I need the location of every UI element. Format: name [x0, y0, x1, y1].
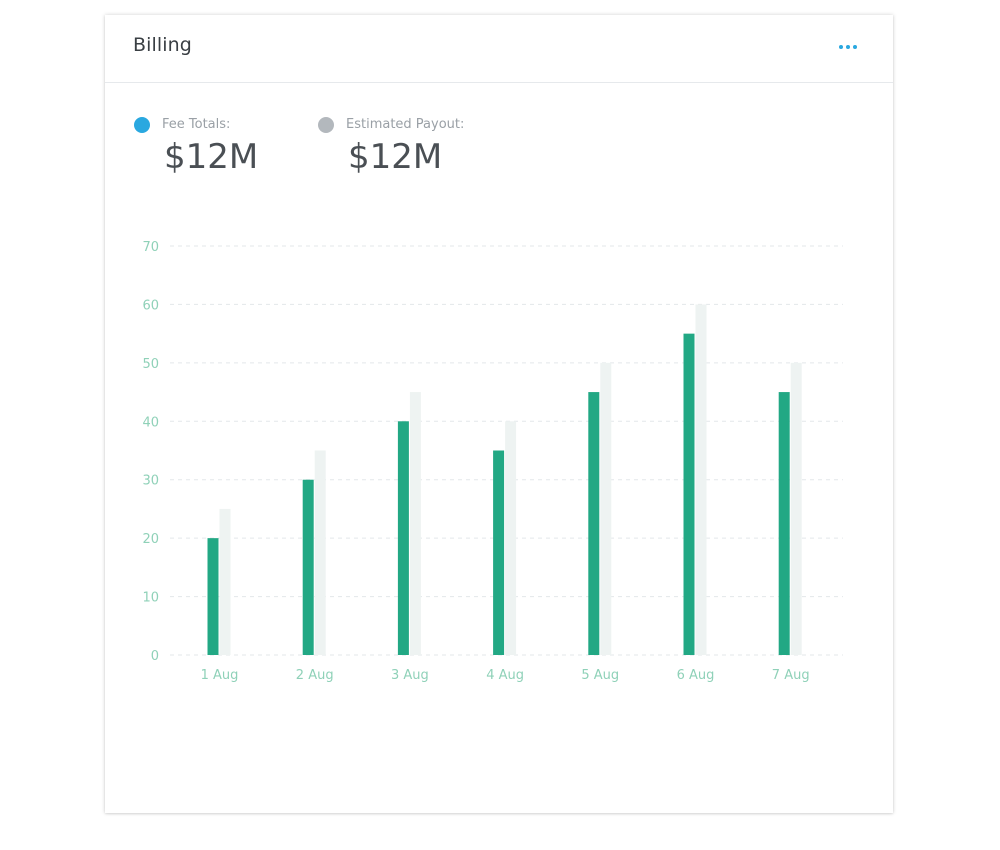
y-tick-label: 0	[151, 649, 159, 664]
payout-bar	[314, 450, 326, 655]
x-tick-label: 3 Aug	[391, 668, 429, 683]
x-tick-label: 1 Aug	[201, 668, 239, 683]
y-tick-label: 20	[142, 532, 159, 547]
payout-bar	[219, 508, 231, 655]
x-tick-label: 6 Aug	[677, 668, 715, 683]
more-dot	[846, 45, 850, 49]
y-tick-label: 50	[142, 357, 159, 372]
fee-totals-dot-icon	[134, 117, 150, 133]
fee-totals-value: $12M	[164, 137, 259, 177]
payout-bar	[505, 421, 517, 655]
y-tick-label: 30	[142, 474, 159, 489]
y-tick-label: 40	[142, 415, 159, 430]
billing-card: Billing Fee Totals: $12M Estimated Payou…	[105, 15, 893, 813]
y-tick-label: 60	[142, 298, 159, 313]
fee-bar	[493, 450, 505, 655]
more-options-icon[interactable]	[839, 37, 857, 57]
estimated-payout-dot-icon	[318, 117, 334, 133]
estimated-payout-label: Estimated Payout:	[346, 117, 465, 132]
x-tick-label: 7 Aug	[772, 668, 810, 683]
estimated-payout-value: $12M	[348, 137, 443, 177]
payout-bar	[600, 362, 612, 655]
more-dot	[853, 45, 857, 49]
card-title: Billing	[133, 34, 192, 56]
x-tick-label: 5 Aug	[581, 668, 619, 683]
fee-bar	[588, 392, 600, 655]
card-header: Billing	[105, 15, 893, 83]
y-tick-label: 10	[142, 591, 159, 606]
x-tick-label: 2 Aug	[296, 668, 334, 683]
payout-bar	[409, 392, 421, 655]
fee-bar	[302, 479, 314, 655]
fee-totals-label: Fee Totals:	[162, 117, 231, 132]
fee-bar	[683, 333, 695, 655]
fee-bar	[397, 421, 409, 655]
bar-chart: 0 10 20 30 40 50 60 70 1 Aug 2 Aug 3 Aug 4 Aug 5 Aug…	[142, 240, 843, 683]
x-tick-label: 4 Aug	[486, 668, 524, 683]
more-dot	[839, 45, 843, 49]
y-tick-label: 70	[142, 240, 159, 255]
fee-bar	[207, 538, 219, 655]
fee-bar	[778, 392, 790, 655]
payout-bar	[695, 304, 707, 655]
payout-bar	[790, 362, 802, 655]
